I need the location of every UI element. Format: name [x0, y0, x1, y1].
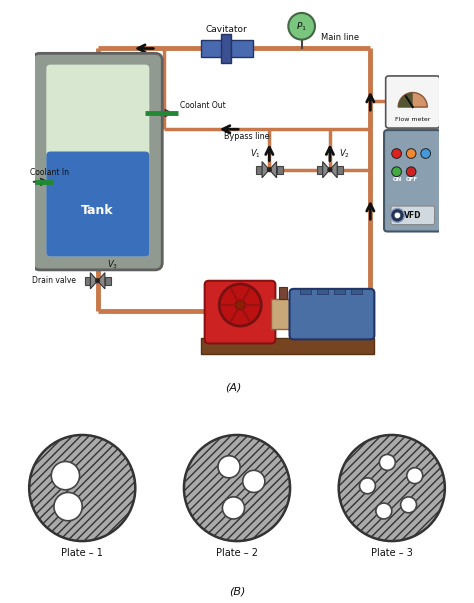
- Circle shape: [401, 497, 417, 513]
- Circle shape: [392, 167, 401, 177]
- Circle shape: [328, 168, 332, 172]
- FancyBboxPatch shape: [46, 65, 149, 256]
- Circle shape: [288, 13, 315, 40]
- Circle shape: [376, 503, 392, 519]
- Bar: [300, 289, 311, 294]
- Text: OFF: OFF: [405, 177, 418, 182]
- Circle shape: [379, 455, 395, 470]
- Bar: [317, 289, 328, 294]
- Text: $V_2$: $V_2$: [338, 147, 349, 160]
- Bar: [271, 299, 293, 329]
- Bar: [351, 289, 362, 294]
- Bar: [334, 289, 345, 294]
- Bar: [201, 338, 374, 353]
- Polygon shape: [330, 162, 337, 178]
- Circle shape: [184, 435, 290, 541]
- Text: Plate – 3: Plate – 3: [371, 549, 413, 558]
- Wedge shape: [398, 92, 427, 107]
- Circle shape: [236, 300, 245, 310]
- Polygon shape: [98, 273, 105, 289]
- Bar: [221, 34, 231, 63]
- Circle shape: [29, 435, 135, 541]
- Bar: [279, 287, 287, 299]
- Circle shape: [95, 279, 100, 283]
- FancyBboxPatch shape: [33, 53, 162, 270]
- Wedge shape: [398, 92, 413, 107]
- Text: $V_3$: $V_3$: [108, 258, 118, 271]
- Polygon shape: [262, 162, 269, 178]
- Polygon shape: [323, 162, 330, 178]
- Polygon shape: [91, 273, 98, 289]
- Polygon shape: [269, 162, 277, 178]
- Circle shape: [218, 456, 240, 478]
- Text: Plate – 2: Plate – 2: [216, 549, 258, 558]
- FancyBboxPatch shape: [290, 289, 374, 339]
- Bar: [201, 40, 223, 57]
- Text: Flow meter: Flow meter: [395, 117, 430, 122]
- Circle shape: [406, 167, 416, 177]
- Circle shape: [359, 478, 375, 494]
- Circle shape: [243, 470, 265, 493]
- Text: Coolant In: Coolant In: [30, 168, 69, 177]
- FancyBboxPatch shape: [384, 130, 441, 232]
- Circle shape: [406, 149, 416, 159]
- Text: Coolant Out: Coolant Out: [181, 101, 226, 110]
- Text: $P_1$: $P_1$: [296, 20, 307, 33]
- Bar: [256, 166, 263, 174]
- FancyBboxPatch shape: [205, 281, 275, 344]
- Circle shape: [407, 468, 423, 484]
- Bar: [231, 40, 253, 57]
- Bar: [85, 277, 91, 285]
- Circle shape: [222, 497, 245, 519]
- FancyBboxPatch shape: [386, 76, 440, 128]
- Circle shape: [51, 461, 80, 490]
- Bar: [337, 166, 343, 174]
- Text: ON: ON: [392, 177, 401, 182]
- Text: Plate – 1: Plate – 1: [61, 549, 103, 558]
- Circle shape: [392, 149, 401, 159]
- Circle shape: [339, 435, 445, 541]
- Text: Drain valve: Drain valve: [32, 276, 76, 285]
- FancyBboxPatch shape: [46, 151, 149, 256]
- Bar: [105, 277, 111, 285]
- Circle shape: [391, 209, 404, 222]
- Circle shape: [219, 284, 261, 326]
- Circle shape: [54, 493, 82, 521]
- Text: $V_1$: $V_1$: [250, 147, 261, 160]
- Circle shape: [421, 149, 430, 159]
- Text: Bypass line: Bypass line: [224, 133, 270, 141]
- Circle shape: [267, 168, 272, 172]
- Circle shape: [394, 212, 401, 218]
- Bar: [277, 166, 283, 174]
- Text: Main line: Main line: [321, 33, 359, 42]
- Text: VFD: VFD: [404, 211, 421, 220]
- FancyBboxPatch shape: [391, 206, 435, 225]
- Bar: [317, 166, 323, 174]
- Text: Tank: Tank: [82, 204, 114, 216]
- Text: Cavitator: Cavitator: [205, 25, 247, 34]
- Text: (A): (A): [225, 383, 241, 393]
- Text: (B): (B): [229, 587, 245, 597]
